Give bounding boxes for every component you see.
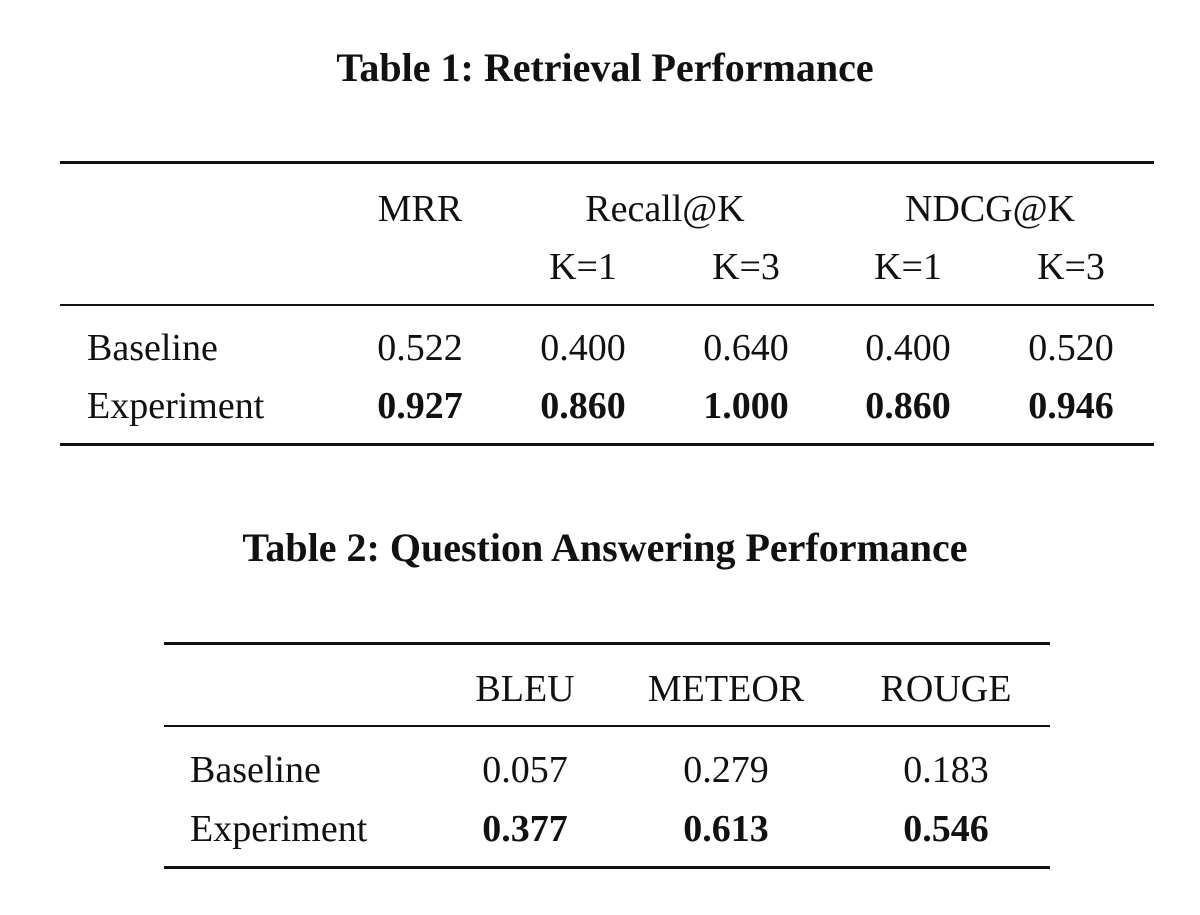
table1-cell: 0.946	[1028, 385, 1114, 427]
table1-header-mrr: MRR	[377, 188, 463, 230]
table1-subheader-ndcg-k1: K=1	[874, 246, 942, 288]
table1-header-recall: Recall@K	[585, 188, 745, 230]
table2-cell: 0.183	[903, 749, 989, 791]
table2-mid-rule	[164, 725, 1050, 727]
table2-cell: 0.546	[903, 808, 989, 850]
table1-cell: 0.400	[865, 327, 951, 369]
table2-cell: 0.279	[683, 749, 769, 791]
table1-cell: 0.860	[865, 385, 951, 427]
table1-top-rule	[60, 161, 1154, 164]
table1-row-label: Baseline	[87, 327, 218, 369]
table1-cell: 0.520	[1028, 327, 1114, 369]
table1-cell: 0.640	[703, 327, 789, 369]
table2-row-label: Experiment	[190, 808, 368, 850]
table2-bottom-rule	[164, 866, 1050, 869]
table1-bottom-rule	[60, 443, 1154, 446]
table2-cell: 0.613	[683, 808, 769, 850]
table1-cell: 1.000	[703, 385, 789, 427]
table2-cell: 0.057	[482, 749, 568, 791]
table1-cell: 0.522	[377, 327, 463, 369]
table1-cell: 0.860	[540, 385, 626, 427]
table1-row-label: Experiment	[87, 385, 265, 427]
table2-header-bleu: BLEU	[475, 668, 575, 710]
table1-cell: 0.927	[377, 385, 463, 427]
table2-caption: Table 2: Question Answering Performance	[242, 525, 968, 570]
table1-subheader-recall-k1: K=1	[549, 246, 617, 288]
table2-row-label: Baseline	[190, 749, 321, 791]
table1-subheader-ndcg-k3: K=3	[1037, 246, 1105, 288]
table2-top-rule	[164, 642, 1050, 645]
table1-cell: 0.400	[540, 327, 626, 369]
table2-cell: 0.377	[482, 808, 568, 850]
table1-subheader-recall-k3: K=3	[712, 246, 780, 288]
table1-caption: Table 1: Retrieval Performance	[336, 45, 874, 90]
table2-header-meteor: METEOR	[647, 668, 805, 710]
table2-header-rouge: ROUGE	[880, 668, 1012, 710]
table1-header-ndcg: NDCG@K	[904, 188, 1076, 230]
table1-mid-rule	[60, 304, 1154, 306]
